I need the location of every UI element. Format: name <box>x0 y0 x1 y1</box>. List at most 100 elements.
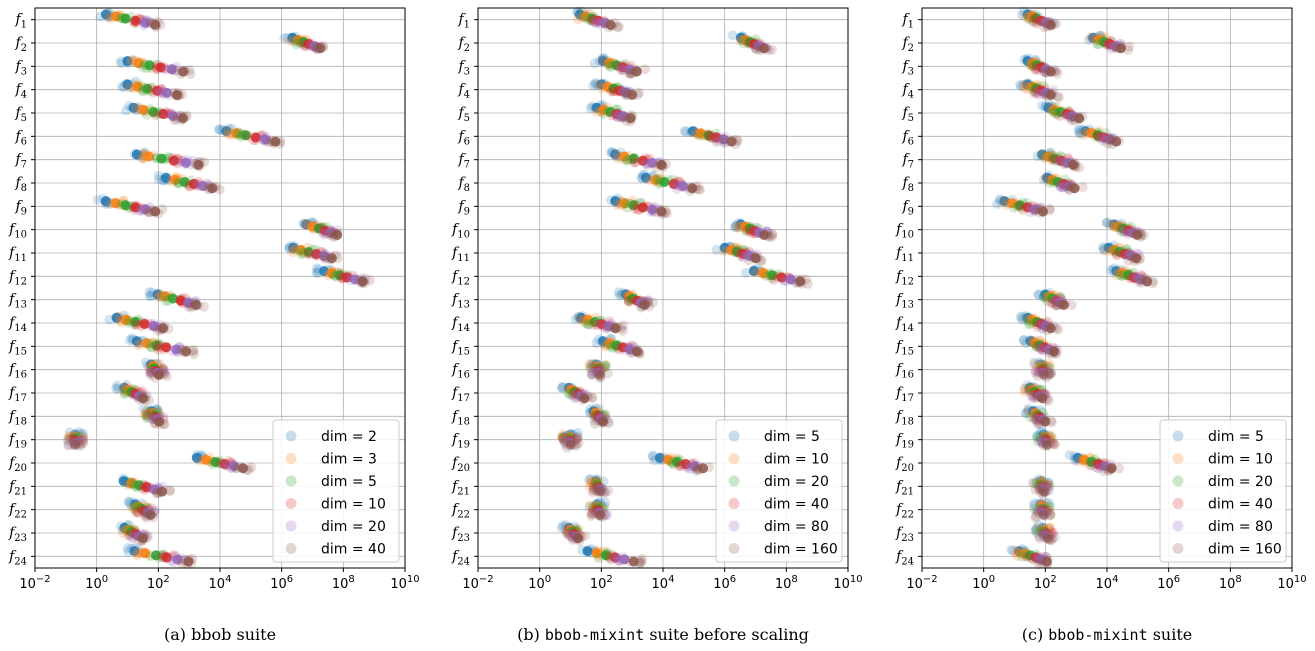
data-point <box>188 179 199 190</box>
data-point <box>610 323 621 334</box>
y-tick-label: f7 <box>457 152 470 171</box>
y-tick-label: f2 <box>457 35 470 54</box>
y-tick-label: f8 <box>457 175 470 194</box>
legend-marker <box>285 430 297 442</box>
y-tick-label: f20 <box>8 455 27 474</box>
data-point <box>1040 416 1051 427</box>
data-point <box>1058 299 1069 310</box>
legend: dim = 5 dim = 10 dim = 20 dim = 40 dim = 80 d… <box>1159 419 1287 563</box>
data-point <box>625 113 636 124</box>
data-point <box>270 136 281 147</box>
data-point <box>179 176 190 187</box>
x-tick-label: 100 <box>972 574 995 592</box>
panel-caption: (b) bbob-mixint suite before scaling <box>517 625 809 644</box>
x-tick-label: 100 <box>528 574 551 592</box>
data-point <box>311 249 322 260</box>
x-tick-label: 1010 <box>833 574 862 592</box>
data-point <box>594 369 605 380</box>
data-point <box>137 533 148 544</box>
data-point <box>131 319 142 330</box>
data-point <box>1111 136 1122 147</box>
chart-panel-3: f1 f2 f3 f4 f5 f6 f7 f8 f9 f10 f11 f12 f13 f14 f15 f16 f… <box>895 6 1307 644</box>
x-tick-label: 100 <box>85 574 108 592</box>
y-tick-label: f23 <box>451 525 470 544</box>
data-point <box>324 228 335 239</box>
data-point <box>144 151 155 162</box>
data-point <box>240 130 251 141</box>
data-point <box>1037 393 1048 404</box>
y-tick-label: f16 <box>451 362 470 381</box>
legend-label: dim = 10 <box>764 452 829 468</box>
y-tick-label: f2 <box>901 35 914 54</box>
legend-label: dim = 40 <box>321 542 386 558</box>
data-point <box>1106 463 1117 474</box>
data-point <box>111 383 122 394</box>
data-point <box>183 301 194 312</box>
data-point <box>288 247 299 258</box>
data-point <box>141 410 152 421</box>
y-tick-label: f5 <box>14 105 27 124</box>
data-point <box>130 15 141 26</box>
y-tick-label: f23 <box>895 525 914 544</box>
chart-panel-2: f1 f2 f3 f4 f5 f6 f7 f8 f9 f10 f11 f12 f13 f14 f15 f16 f… <box>451 6 863 644</box>
data-point <box>150 206 161 217</box>
data-point <box>110 198 121 209</box>
data-point <box>193 159 204 170</box>
legend-label: dim = 5 <box>1208 429 1264 445</box>
data-point <box>210 456 221 467</box>
data-point <box>639 299 650 310</box>
y-tick-label: f14 <box>451 315 470 334</box>
y-tick-label: f12 <box>895 268 914 287</box>
data-point <box>1142 276 1153 287</box>
chart-panel-1: f1 f2 f3 f4 f5 f6 f7 f8 f9 f10 f11 f12 f13 f14 f15 f16 f… <box>8 7 420 644</box>
y-tick-label: f4 <box>457 82 470 101</box>
y-tick-label: f9 <box>457 198 470 217</box>
y-tick-label: f18 <box>8 408 27 427</box>
y-tick-label: f4 <box>901 82 914 101</box>
legend-label: dim = 80 <box>764 519 829 535</box>
legend-label: dim = 5 <box>321 474 377 490</box>
y-tick-label: f18 <box>451 408 470 427</box>
data-point <box>120 105 131 116</box>
data-point <box>120 13 131 24</box>
data-point <box>100 196 111 207</box>
legend-label: dim = 10 <box>1208 452 1273 468</box>
data-point <box>153 344 164 355</box>
data-point <box>145 367 156 378</box>
data-point <box>122 79 133 90</box>
data-point <box>189 349 200 360</box>
legend-marker <box>1172 430 1184 442</box>
y-tick-label: f15 <box>451 338 470 357</box>
legend-marker <box>728 543 740 554</box>
legend-label: dim = 80 <box>1208 519 1273 535</box>
data-point <box>78 437 89 448</box>
data-point <box>698 463 709 474</box>
data-point <box>178 113 188 124</box>
data-point <box>110 11 121 22</box>
y-tick-label: f21 <box>451 478 470 497</box>
x-tick-label: 104 <box>1096 574 1119 592</box>
data-point <box>152 85 163 96</box>
y-tick-label: f11 <box>8 245 27 264</box>
legend-label: dim = 3 <box>321 452 377 468</box>
legend-marker <box>728 498 740 509</box>
x-tick-label: 104 <box>652 574 675 592</box>
data-point <box>122 317 133 328</box>
data-point <box>1038 486 1049 497</box>
data-point <box>130 316 141 327</box>
legend-label: dim = 20 <box>1208 474 1273 490</box>
data-point <box>221 126 232 137</box>
data-point <box>130 202 141 213</box>
data-point <box>142 410 153 421</box>
y-tick-label: f14 <box>8 315 27 334</box>
panel-caption: (c) bbob-mixint suite <box>1022 625 1193 644</box>
data-point <box>169 115 180 126</box>
data-point <box>223 129 234 140</box>
data-point <box>142 83 153 94</box>
data-point <box>631 66 642 77</box>
x-tick-label: 102 <box>590 574 613 592</box>
y-tick-label: f20 <box>451 455 470 474</box>
data-point <box>214 184 225 195</box>
data-point <box>120 314 131 325</box>
data-point <box>178 66 188 77</box>
